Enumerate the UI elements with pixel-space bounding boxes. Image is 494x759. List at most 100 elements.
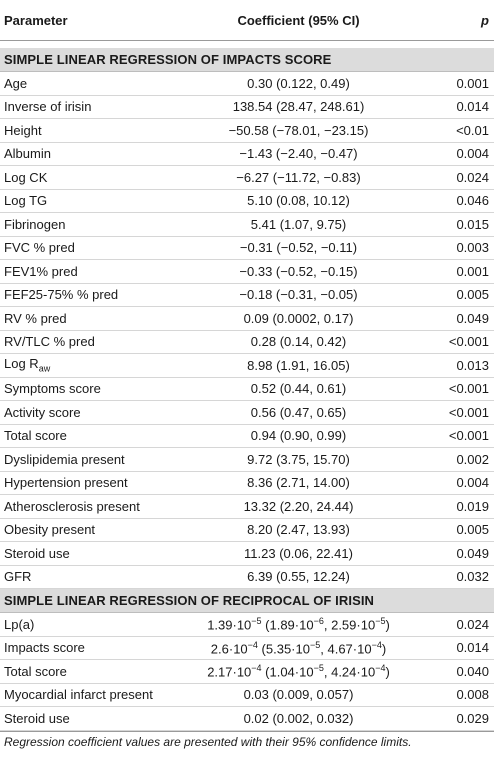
p-value-cell: 0.014 — [456, 640, 489, 656]
p-value-cell: 0.015 — [456, 216, 489, 232]
regression-table: Parameter Coefficient (95% CI) p SIMPLE … — [0, 0, 494, 732]
p-value-cell: 0.019 — [456, 498, 489, 514]
p-value-cell: 0.013 — [456, 357, 489, 373]
coefficient-cell: 9.72 (3.75, 15.70) — [247, 451, 350, 467]
param-cell: Fibrinogen — [0, 217, 191, 232]
param-cell: Height — [0, 123, 191, 138]
table-row: Total score 2.17·10−4 (1.04·10−5, 4.24·10… — [0, 660, 494, 684]
table-bottom-rule — [0, 730, 494, 732]
coefficient-cell: −50.58 (−78.01, −23.15) — [228, 122, 369, 138]
table-row: Steroid use 11.23 (0.06, 22.41) 0.049 — [0, 542, 494, 566]
coefficient-cell: −0.18 (−0.31, −0.05) — [239, 287, 358, 303]
param-name: Age — [4, 75, 28, 91]
coefficient-cell: 0.02 (0.002, 0.032) — [243, 710, 354, 726]
p-value-cell: 0.032 — [456, 569, 489, 585]
coef-part: (1.04·10 — [261, 664, 314, 680]
table-row: Symptoms score 0.52 (0.44, 0.61) <0.001 — [0, 378, 494, 401]
coefficient-cell: 0.56 (0.47, 0.65) — [250, 404, 347, 420]
coefficient-cell: 11.23 (0.06, 22.41) — [244, 545, 353, 561]
coefficient-cell: 5.41 (1.07, 9.75) — [250, 216, 347, 232]
coef-exponent: −4 — [247, 639, 258, 650]
coefficient-cell: 0.30 (0.122, 0.49) — [247, 75, 350, 91]
param-cell: FVC % pred — [0, 240, 191, 255]
p-value-cell: 0.049 — [456, 310, 489, 326]
param-name: Symptoms score — [4, 381, 101, 397]
table-row: Height −50.58 (−78.01, −23.15) <0.01 — [0, 119, 494, 143]
coefficient-cell: 1.39·10−5 (1.89·10−6, 2.59·10−5) — [191, 616, 406, 632]
p-value-cell: 0.024 — [456, 169, 489, 185]
p-value-cell: <0.01 — [456, 122, 489, 138]
param-cell: FEF25-75% % pred — [0, 287, 191, 302]
table-row: FEV1% pred −0.33 (−0.52, −0.15) 0.001 — [0, 260, 494, 284]
table-row: RV/TLC % pred 0.28 (0.14, 0.42) <0.001 — [0, 331, 494, 354]
coef-exponent: −5 — [375, 616, 386, 627]
param-cell: RV/TLC % pred — [0, 334, 191, 349]
p-value-cell: 0.005 — [456, 287, 489, 303]
table-row: Obesity present 8.20 (2.47, 13.93) 0.005 — [0, 519, 494, 542]
p-value-cell: 0.001 — [456, 75, 489, 91]
param-name: GFR — [4, 569, 32, 585]
param-cell: Steroid use — [4, 710, 70, 726]
param-cell: Lp(a) — [4, 616, 35, 632]
p-value-cell: 0.040 — [456, 663, 489, 679]
table-row: Activity score 0.56 (0.47, 0.65) <0.001 — [0, 401, 494, 425]
param-cell: Activity score — [0, 405, 191, 420]
table-row: Log TG 5.10 (0.08, 10.12) 0.046 — [0, 190, 494, 213]
param-cell: Hypertension present — [0, 475, 191, 490]
coef-part: ) — [381, 640, 387, 656]
param-name: FEV1% pred — [4, 263, 78, 279]
param-name: Obesity present — [4, 522, 96, 538]
p-value-cell: 0.029 — [456, 710, 489, 726]
param-cell: Age — [0, 76, 191, 91]
table-header: Parameter Coefficient (95% CI) p — [0, 0, 494, 41]
p-value-cell: <0.001 — [448, 428, 489, 444]
coefficient-cell: 8.36 (2.71, 14.00) — [247, 475, 350, 491]
header-coefficient: Coefficient (95% CI) — [237, 12, 360, 28]
coefficient-cell: 8.20 (2.47, 13.93) — [247, 522, 350, 538]
param-name: Log CK — [4, 169, 48, 185]
p-value-cell: 0.008 — [456, 687, 489, 703]
coef-part: (5.35·10 — [257, 640, 310, 656]
param-cell: Log TG — [0, 193, 191, 208]
param-cell: Dyslipidemia present — [0, 452, 191, 467]
coefficient-cell: 6.39 (0.55, 12.24) — [247, 569, 350, 585]
coefficient-cell: 2.17·10−4 (1.04·10−5, 4.24·10−4) — [191, 663, 406, 679]
param-name: Hypertension present — [4, 475, 128, 491]
param-name: Total score — [4, 428, 67, 444]
table-row: Age 0.30 (0.122, 0.49) 0.001 — [0, 72, 494, 96]
section-impacts-rows: Age 0.30 (0.122, 0.49) 0.001 Inverse of iri… — [0, 72, 494, 589]
param-cell: FEV1% pred — [0, 264, 191, 279]
p-value-cell: 0.024 — [456, 616, 489, 632]
table-row: Atherosclerosis present 13.32 (2.20, 24.4… — [0, 495, 494, 519]
footnote: Regression coefficient values are presen… — [4, 735, 412, 749]
param-name: FEF25-75% % pred — [4, 287, 119, 303]
param-name: RV % pred — [4, 310, 67, 326]
coefficient-cell: −6.27 (−11.72, −0.83) — [236, 169, 361, 185]
coef-exponent: −5 — [309, 639, 321, 650]
table-row: Myocardial infarct present 0.03 (0.009, 0… — [0, 684, 494, 707]
section-title-impacts: SIMPLE LINEAR REGRESSION OF IMPACTS SCOR… — [0, 48, 494, 72]
param-name: Dyslipidemia present — [4, 451, 125, 467]
table-row: Lp(a) 1.39·10−5 (1.89·10−6, 2.59·10−5) 0.0… — [0, 613, 494, 637]
param-name: Inverse of irisin — [4, 99, 92, 115]
coef-part: 2.6·10 — [210, 640, 248, 656]
table-row: Inverse of irisin 138.54 (28.47, 248.61) 0… — [0, 96, 494, 119]
table-row: Total score 0.94 (0.90, 0.99) <0.001 — [0, 425, 494, 448]
table-row: Dyslipidemia present 9.72 (3.75, 15.70) 0.… — [0, 448, 494, 472]
p-value-cell: 0.005 — [456, 522, 489, 538]
p-value-cell: <0.001 — [448, 381, 489, 397]
param-cell: Impacts score — [4, 640, 85, 656]
table-row: Impacts score 2.6·10−4 (5.35·10−5, 4.67·1… — [0, 637, 494, 660]
coefficient-cell: −1.43 (−2.40, −0.47) — [239, 146, 358, 162]
spacer — [0, 41, 494, 48]
table-row: Fibrinogen 5.41 (1.07, 9.75) 0.015 — [0, 213, 494, 237]
coefficient-cell: 5.10 (0.08, 10.12) — [247, 193, 350, 209]
header-parameter: Parameter — [4, 12, 68, 28]
param-name: Steroid use — [4, 545, 70, 561]
coef-exponent: −4 — [251, 663, 262, 674]
coef-exponent: −6 — [313, 616, 324, 627]
param-cell: RV % pred — [0, 311, 191, 326]
section-irisin-rows: Lp(a) 1.39·10−5 (1.89·10−6, 2.59·10−5) 0.0… — [0, 613, 494, 731]
param-name: Albumin — [4, 146, 51, 162]
coefficient-cell: 2.6·10−4 (5.35·10−5, 4.67·10−4) — [191, 640, 406, 656]
